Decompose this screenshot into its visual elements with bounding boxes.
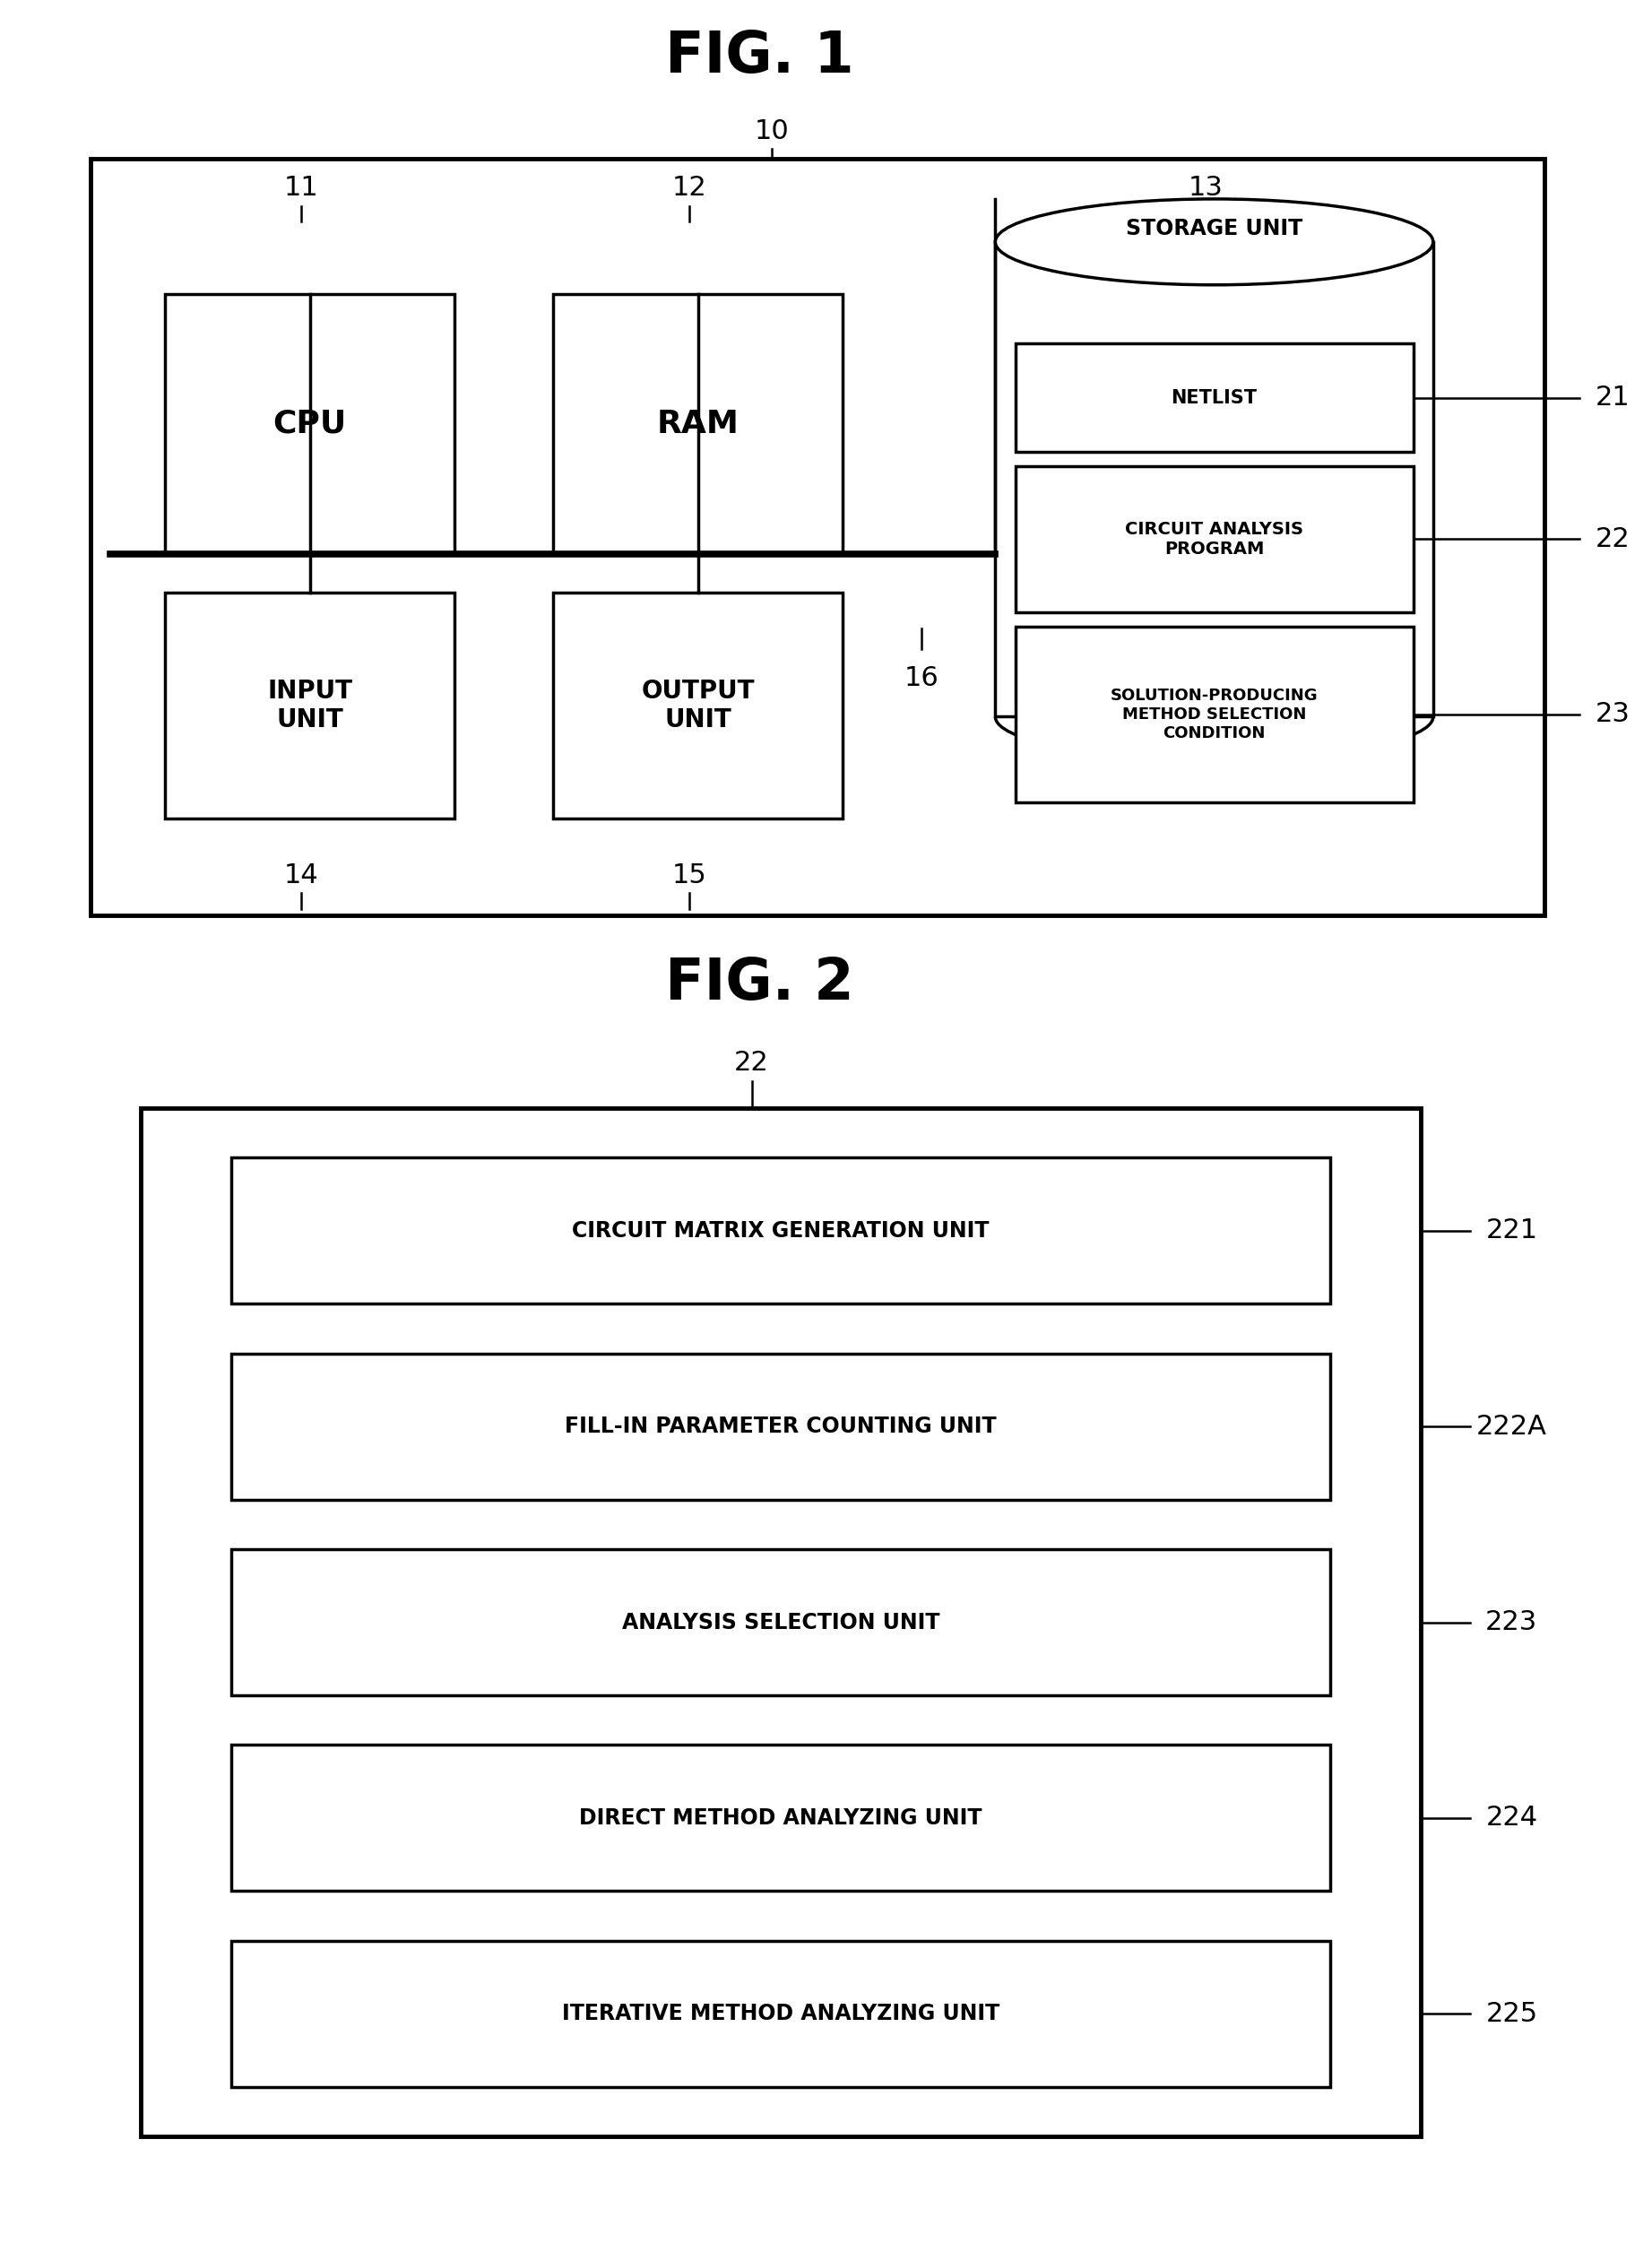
Text: ANALYSIS SELECTION UNIT: ANALYSIS SELECTION UNIT bbox=[621, 1612, 940, 1632]
Bar bbox=[165, 294, 454, 554]
Bar bbox=[1014, 466, 1412, 613]
Text: CIRCUIT ANALYSIS
PROGRAM: CIRCUIT ANALYSIS PROGRAM bbox=[1125, 520, 1303, 558]
Text: STORAGE UNIT: STORAGE UNIT bbox=[1125, 217, 1303, 240]
Text: CIRCUIT MATRIX GENERATION UNIT: CIRCUIT MATRIX GENERATION UNIT bbox=[572, 1221, 990, 1241]
Text: 10: 10 bbox=[753, 118, 790, 145]
Bar bbox=[553, 592, 843, 818]
Text: FIG. 1: FIG. 1 bbox=[666, 29, 854, 84]
Text: RAM: RAM bbox=[657, 409, 738, 439]
Text: 15: 15 bbox=[672, 861, 707, 889]
Bar bbox=[231, 1158, 1330, 1305]
Text: 223: 223 bbox=[1485, 1610, 1538, 1635]
Text: 12: 12 bbox=[672, 174, 707, 201]
Text: 222A: 222A bbox=[1477, 1413, 1546, 1440]
Ellipse shape bbox=[995, 199, 1434, 285]
Bar bbox=[1014, 626, 1412, 803]
Text: 13: 13 bbox=[1188, 174, 1224, 201]
Text: OUTPUT
UNIT: OUTPUT UNIT bbox=[641, 678, 755, 733]
Text: 225: 225 bbox=[1485, 2001, 1538, 2026]
Text: 23: 23 bbox=[1594, 701, 1631, 728]
Text: FILL-IN PARAMETER COUNTING UNIT: FILL-IN PARAMETER COUNTING UNIT bbox=[565, 1415, 996, 1438]
Bar bbox=[231, 1940, 1330, 2087]
Text: 21: 21 bbox=[1594, 384, 1631, 412]
Text: SOLUTION-PRODUCING
METHOD SELECTION
CONDITION: SOLUTION-PRODUCING METHOD SELECTION COND… bbox=[1110, 687, 1318, 742]
Text: INPUT
UNIT: INPUT UNIT bbox=[268, 678, 352, 733]
Text: NETLIST: NETLIST bbox=[1171, 389, 1257, 407]
Text: 22: 22 bbox=[733, 1049, 770, 1076]
Text: 221: 221 bbox=[1485, 1219, 1538, 1244]
Bar bbox=[1014, 344, 1412, 452]
Text: ITERATIVE METHOD ANALYZING UNIT: ITERATIVE METHOD ANALYZING UNIT bbox=[562, 2003, 999, 2024]
Bar bbox=[91, 158, 1545, 916]
Bar bbox=[165, 592, 454, 818]
Bar bbox=[140, 1108, 1421, 2137]
Text: 224: 224 bbox=[1485, 1804, 1538, 1831]
Text: 14: 14 bbox=[284, 861, 319, 889]
Bar bbox=[553, 294, 843, 554]
Text: 16: 16 bbox=[904, 665, 940, 692]
Text: DIRECT METHOD ANALYZING UNIT: DIRECT METHOD ANALYZING UNIT bbox=[580, 1807, 981, 1829]
Bar bbox=[231, 1745, 1330, 1890]
Text: 22: 22 bbox=[1594, 527, 1631, 552]
Text: FIG. 2: FIG. 2 bbox=[666, 956, 854, 1011]
Bar bbox=[231, 1549, 1330, 1696]
Text: 11: 11 bbox=[284, 174, 319, 201]
Bar bbox=[995, 242, 1434, 717]
Text: CPU: CPU bbox=[273, 409, 347, 439]
Bar bbox=[231, 1354, 1330, 1499]
